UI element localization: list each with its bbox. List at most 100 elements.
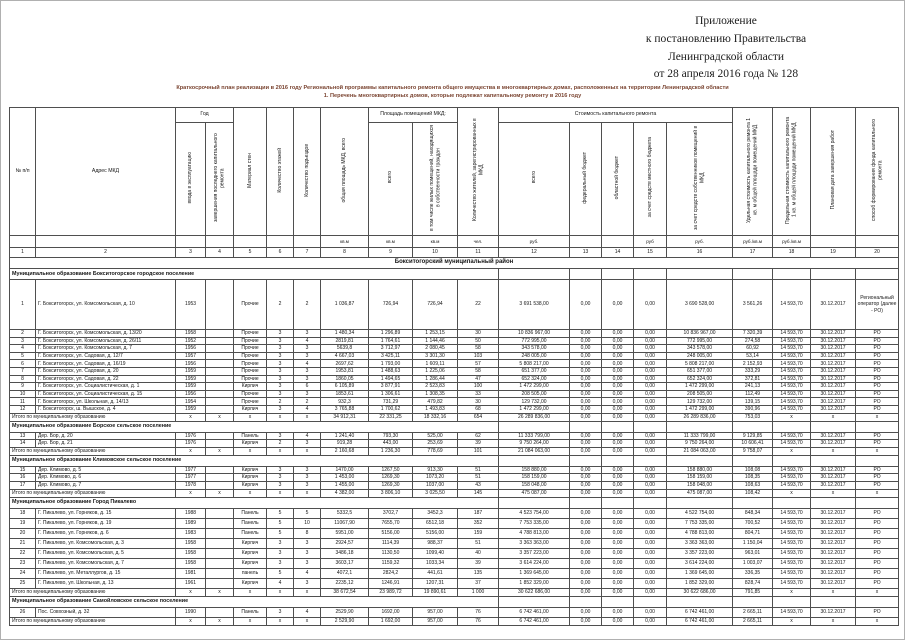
value-cell: 1033,34 [412, 557, 459, 569]
column-number: 16 [666, 247, 734, 258]
value-cell: Прочие [233, 359, 268, 368]
municipality-total-row: Итого по муниципальному образованию х х х х х… [9, 587, 900, 597]
value-cell: 2819,81 [320, 336, 370, 346]
value-cell: 159 [457, 527, 500, 539]
total-value: 0,00 [601, 587, 635, 597]
column-number: 5 [233, 247, 268, 258]
value-cell: 3 [266, 480, 295, 490]
value-cell: 3 363 363,00 [666, 537, 734, 549]
address-cell: Г. Бокситогорск, ул. Комсомольская, д. 7 [35, 344, 176, 353]
total-value: х [772, 412, 812, 422]
value-cell: 1 308,35 [412, 389, 459, 399]
column-number: 9 [368, 247, 414, 258]
value-cell: 0,00 [601, 465, 635, 475]
value-cell [204, 389, 235, 399]
value-cell: РО [855, 527, 900, 539]
value-cell: 957,00 [412, 606, 459, 618]
title-line-1: Краткосрочный план реализации в 2016 год… [176, 85, 729, 91]
empty-cell [666, 420, 734, 433]
value-cell: 913,30 [412, 465, 459, 475]
appendix-line: к постановлению Правительства [645, 32, 807, 45]
value-cell: 76 [457, 606, 500, 618]
value-cell: 7 753 335,00 [666, 517, 734, 529]
value-cell: 1956 [175, 359, 206, 368]
unit-cell: руб./кв.м [732, 235, 774, 248]
unit-cell: кв.м [368, 235, 414, 248]
table-row: 7 Г. Бокситогорск, ул. Садовая, д. 20 1959… [9, 366, 900, 376]
value-cell: 919,28 [320, 439, 370, 448]
value-cell: 2 [266, 439, 295, 448]
empty-cell [732, 268, 774, 280]
empty-cell [569, 595, 603, 608]
value-cell: 14 593,70 [772, 329, 812, 338]
value-cell [204, 366, 235, 376]
total-value: х [233, 446, 268, 456]
total-value: х [293, 587, 322, 597]
value-cell: РО [855, 382, 900, 391]
total-value: х [204, 488, 235, 498]
total-value: 18 332,16 [412, 412, 459, 422]
value-cell: 372,81 [732, 374, 774, 384]
value-cell: РО [855, 547, 900, 559]
column-number: 19 [810, 247, 857, 258]
units-row: кв.м кв.м кв.м чел. руб. руб руб. руб./кв.м руб.… [9, 235, 900, 248]
value-cell: 3 690 528,00 [666, 279, 734, 330]
value-cell: 30.12.2017 [810, 336, 857, 346]
total-value: 2 665,11 [732, 616, 774, 626]
total-value: 0,00 [569, 412, 603, 422]
value-cell: 5 [293, 507, 322, 519]
empty-cell [666, 268, 734, 280]
value-cell: РО [855, 359, 900, 368]
column-number: 10 [412, 247, 459, 258]
value-cell: 1099,40 [412, 547, 459, 559]
empty-cell [666, 595, 734, 608]
value-cell: 2 523,83 [412, 382, 459, 391]
value-cell [204, 329, 235, 338]
total-label: Итого по муниципальному образованию [9, 488, 176, 498]
value-cell: 7 [9, 366, 36, 376]
value-cell: РО [855, 336, 900, 346]
value-cell: 30 [457, 397, 500, 406]
value-cell: 1 296,89 [368, 329, 414, 338]
total-value: 0,00 [569, 616, 603, 626]
value-cell: 20 [9, 527, 36, 539]
value-cell: 0,00 [633, 279, 668, 330]
value-cell: РО [855, 389, 900, 399]
value-cell: 1956 [175, 344, 206, 353]
total-value: х [810, 587, 857, 597]
value-cell: 3 [293, 577, 322, 589]
value-cell: 1953 [175, 279, 206, 330]
address-cell: Г. Бокситогорск, ул. Социалистическая, д… [35, 382, 176, 391]
total-value: х [233, 616, 268, 626]
value-cell: 0,00 [601, 547, 635, 559]
value-cell: 1130,50 [368, 547, 414, 559]
value-cell: 19 [9, 517, 36, 529]
value-cell: 14 593,70 [772, 374, 812, 384]
total-value: 0,00 [633, 488, 668, 498]
value-cell: 1159,32 [368, 557, 414, 569]
header-cost-total: всего [498, 122, 571, 236]
value-cell: Прочие [233, 344, 268, 353]
value-cell: 932,3 [320, 397, 370, 406]
value-cell: 6 [9, 359, 36, 368]
value-cell: 0,00 [633, 577, 668, 589]
empty-cell [732, 595, 774, 608]
address-cell: Г. Пикалево, ул. Школьная, д. 13 [35, 577, 176, 589]
value-cell: 2 [293, 279, 322, 330]
value-cell: 22 [457, 279, 500, 330]
table-row: 4 Г. Бокситогорск, ул. Комсомольская, д. … [9, 344, 900, 353]
value-cell: 18 [9, 507, 36, 519]
value-cell: 14 593,70 [772, 389, 812, 399]
value-cell: 0,00 [569, 351, 603, 361]
total-value: 778,69 [412, 446, 459, 456]
value-cell: 0,00 [633, 557, 668, 569]
total-value: 3 025,50 [412, 488, 459, 498]
value-cell: 6 742 461,00 [666, 606, 734, 618]
empty-cell [633, 595, 668, 608]
unit-cell: кв.м [412, 235, 459, 248]
value-cell: 1269,30 [368, 480, 414, 490]
value-cell: 3452,3 [412, 507, 459, 519]
value-cell: 1037,00 [412, 480, 459, 490]
total-value: х [266, 488, 295, 498]
address-cell: Дер. Бор, д. 21 [35, 439, 176, 448]
